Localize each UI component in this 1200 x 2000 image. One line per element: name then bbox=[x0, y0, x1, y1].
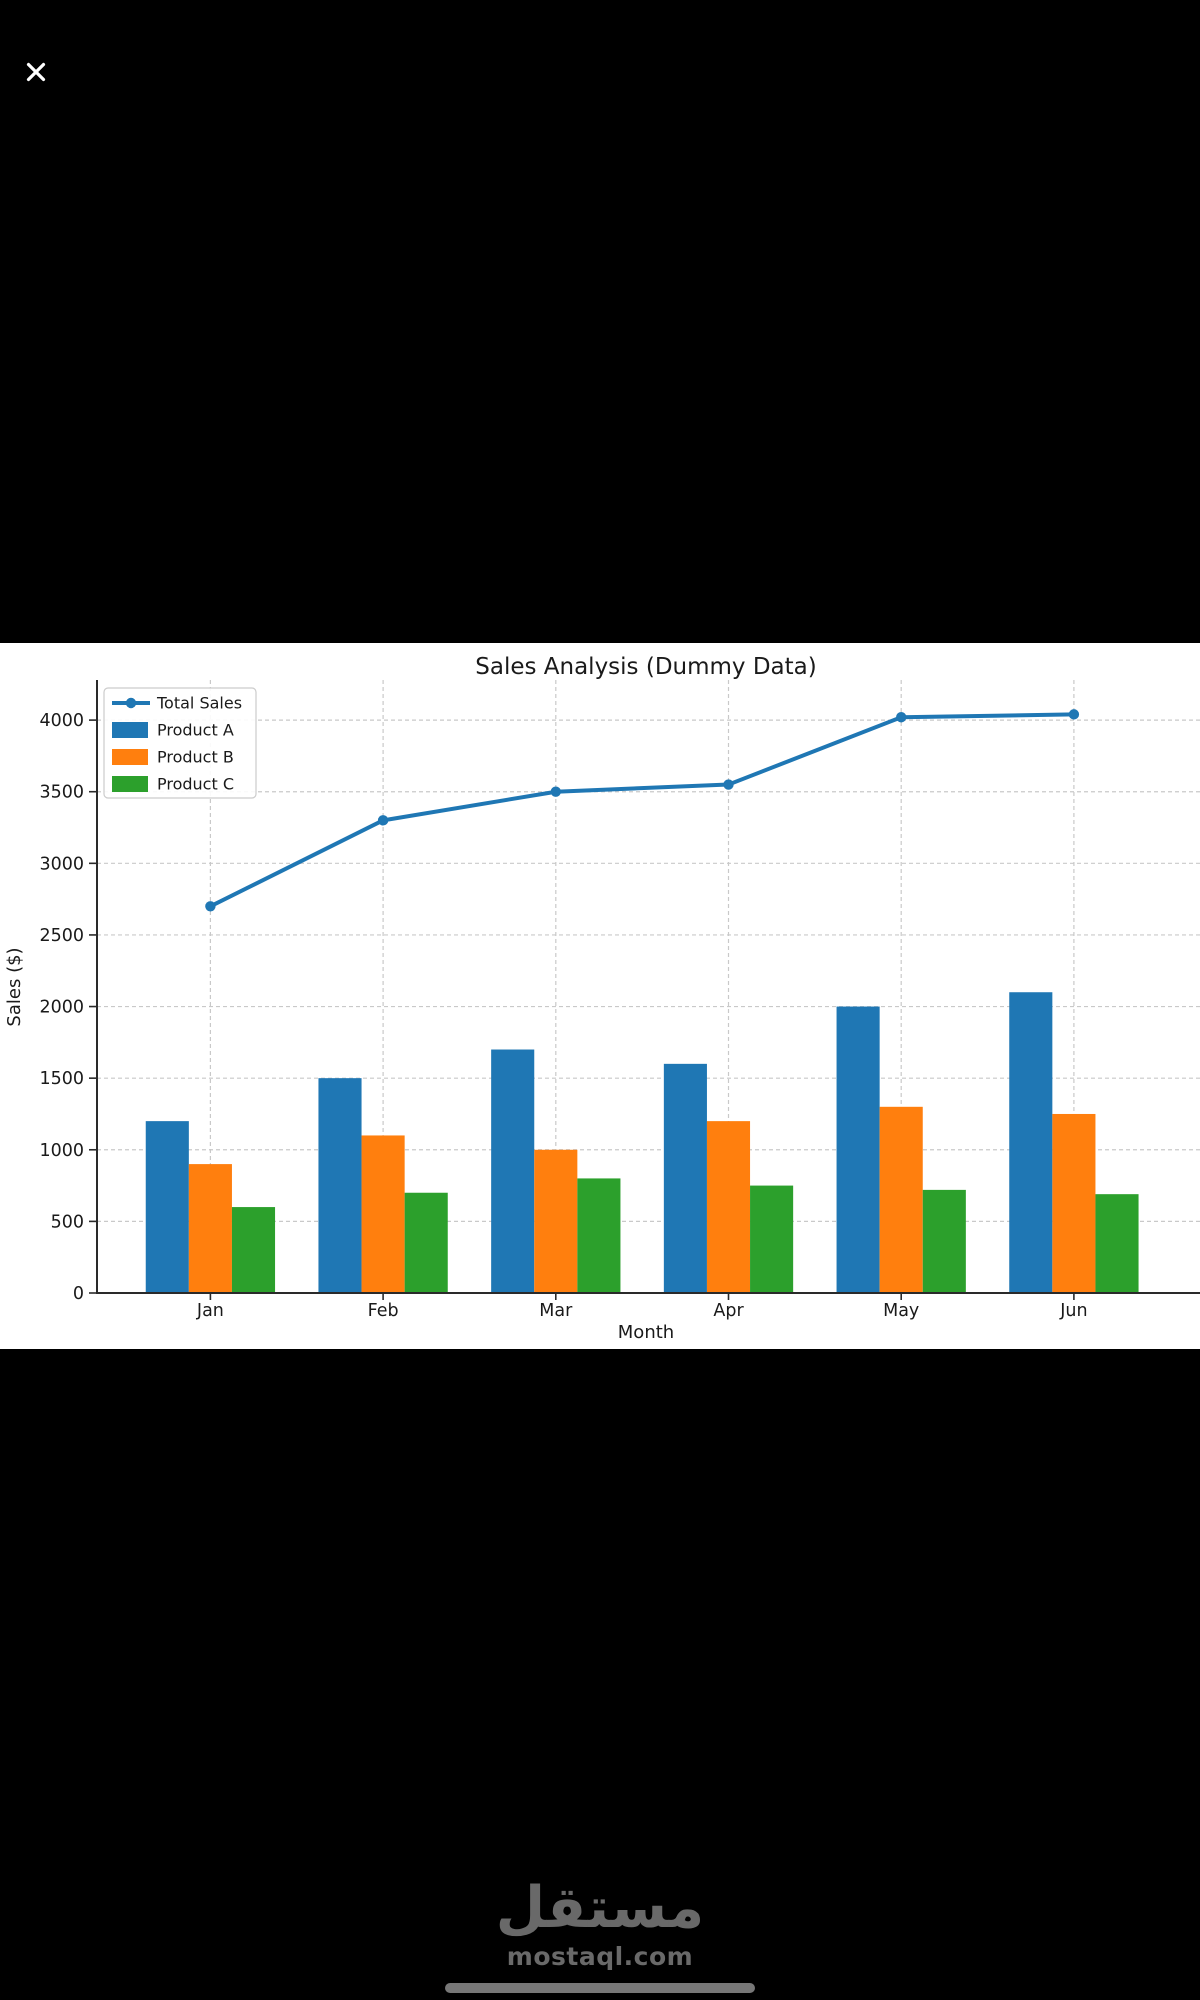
x-tick-label: Jan bbox=[196, 1301, 224, 1321]
bar-series-product-c bbox=[231, 1178, 1139, 1293]
bar bbox=[1009, 992, 1053, 1293]
sales-chart-image[interactable]: 0 500 1000 1500 2000 2500 3000 3500 4000 Jan Feb Ma… bbox=[0, 643, 1200, 1349]
y-tick-label: 2500 bbox=[39, 926, 84, 946]
mostaql-url-text: mostaql.com bbox=[506, 1942, 694, 1971]
close-button[interactable] bbox=[18, 54, 54, 90]
data-point bbox=[205, 901, 216, 912]
y-tick-label: 500 bbox=[51, 1212, 84, 1232]
legend-label: Product A bbox=[157, 721, 234, 740]
bar bbox=[1095, 1194, 1139, 1293]
y-tick-label: 2000 bbox=[39, 998, 84, 1018]
bar bbox=[1052, 1113, 1096, 1293]
data-point bbox=[1068, 709, 1080, 720]
x-axis-label: Month bbox=[618, 1322, 674, 1343]
data-point bbox=[723, 779, 734, 790]
bar bbox=[534, 1149, 578, 1293]
bar bbox=[879, 1106, 923, 1293]
bar bbox=[361, 1135, 405, 1293]
y-tick-label: 1500 bbox=[39, 1069, 84, 1089]
chart-title: Sales Analysis (Dummy Data) bbox=[475, 654, 817, 680]
line-series-total-sales bbox=[205, 709, 1080, 912]
bar bbox=[404, 1192, 448, 1293]
data-point bbox=[550, 786, 561, 797]
bar bbox=[706, 1121, 751, 1293]
y-axis-label: Sales ($) bbox=[4, 947, 25, 1026]
x-tick-label: Mar bbox=[539, 1301, 573, 1321]
sales-chart: 0 500 1000 1500 2000 2500 3000 3500 4000 Jan Feb Ma… bbox=[4, 654, 1200, 1343]
data-point bbox=[377, 815, 389, 826]
bar bbox=[663, 1063, 707, 1293]
watermark: مستقل mostaql.com bbox=[0, 1875, 1200, 1972]
bar bbox=[145, 1121, 189, 1293]
bar bbox=[922, 1189, 966, 1293]
bar bbox=[188, 1164, 232, 1293]
legend-label: Product B bbox=[157, 748, 234, 767]
tick-labels: 0 500 1000 1500 2000 2500 3000 3500 4000 Jan Feb Ma… bbox=[39, 711, 1087, 1321]
bar bbox=[750, 1185, 794, 1293]
x-tick-label: Feb bbox=[368, 1301, 399, 1321]
y-tick-label: 0 bbox=[73, 1284, 84, 1304]
legend-label: Total Sales bbox=[156, 694, 242, 713]
bar bbox=[577, 1178, 621, 1293]
y-tick-label: 1000 bbox=[39, 1141, 84, 1161]
legend-label: Product C bbox=[157, 775, 234, 794]
bar-series-product-a bbox=[145, 992, 1053, 1293]
mostaql-logo: مستقل bbox=[495, 1875, 705, 1941]
y-tick-label: 3500 bbox=[39, 783, 84, 803]
x-tick-label: Apr bbox=[713, 1301, 744, 1321]
x-tick-label: May bbox=[883, 1301, 919, 1321]
bar bbox=[836, 1006, 880, 1293]
legend: Total Sales Product A Product B Product C bbox=[103, 687, 257, 799]
tick-marks bbox=[89, 719, 1075, 1300]
axes-spines bbox=[96, 680, 1200, 1294]
close-icon bbox=[23, 59, 49, 85]
y-tick-label: 4000 bbox=[39, 711, 84, 731]
y-tick-label: 3000 bbox=[39, 854, 84, 874]
data-point bbox=[896, 712, 907, 723]
home-indicator-bar[interactable] bbox=[445, 1983, 755, 1993]
bar bbox=[231, 1207, 276, 1293]
x-tick-label: Jun bbox=[1059, 1301, 1087, 1321]
bar bbox=[318, 1078, 362, 1293]
bar bbox=[491, 1049, 535, 1293]
bar-series-product-b bbox=[188, 1106, 1096, 1293]
